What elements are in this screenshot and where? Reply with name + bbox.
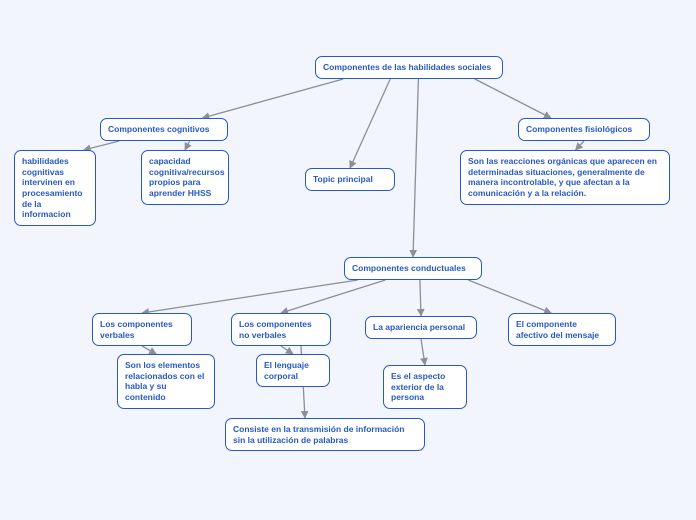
node-verbales[interactable]: Los componentes verbales [92,313,192,346]
edge [413,79,418,257]
node-afectivo[interactable]: El componente afectivo del mensaje [508,313,616,346]
edge [281,346,293,354]
node-conductuales[interactable]: Componentes conductuales [344,257,482,280]
edge [142,280,358,313]
node-label: Componentes cognitivos [108,124,210,134]
edge [576,141,585,150]
edge [350,79,390,168]
node-label: El componente afectivo del mensaje [516,319,599,340]
node-capacidad-cog[interactable]: capacidad cognitiva/recursos propios par… [141,150,229,205]
node-fisiologicos[interactable]: Componentes fisiológicos [518,118,650,141]
edge [475,79,551,118]
node-label: El lenguaje corporal [264,360,309,381]
edge [421,339,425,365]
node-aspecto[interactable]: Es el aspecto exterior de la persona [383,365,467,409]
edge [185,141,190,150]
node-root[interactable]: Componentes de las habilidades sociales [315,56,503,79]
node-lenguaje-corporal[interactable]: El lenguaje corporal [256,354,330,387]
node-label: Los componentes verbales [100,319,173,340]
node-label: Son los elementos relacionados con el ha… [125,360,204,402]
edge [84,141,120,150]
node-label: Topic principal [313,174,373,184]
edge [468,280,551,313]
node-no-verbales-desc[interactable]: Consiste en la transmisión de informació… [225,418,425,451]
node-label: Es el aspecto exterior de la persona [391,371,445,402]
node-habilidades-cog[interactable]: habilidades cognitivas intervinen en pro… [14,150,96,226]
node-apariencia[interactable]: La apariencia personal [365,316,477,339]
edge [420,280,421,316]
node-label: capacidad cognitiva/recursos propios par… [149,156,225,198]
node-label: La apariencia personal [373,322,465,332]
node-label: Los componentes no verbales [239,319,312,340]
node-no-verbales[interactable]: Los componentes no verbales [231,313,331,346]
node-label: Componentes de las habilidades sociales [323,62,491,72]
node-label: Componentes conductuales [352,263,466,273]
edge [142,346,156,354]
node-label: Consiste en la transmisión de informació… [233,424,404,445]
edge [202,79,343,118]
node-label: Son las reacciones orgánicas que aparece… [468,156,657,198]
concept-map-canvas: Componentes de las habilidades sociales … [0,0,696,520]
node-fisiologicos-desc[interactable]: Son las reacciones orgánicas que aparece… [460,150,670,205]
node-verbales-desc[interactable]: Son los elementos relacionados con el ha… [117,354,215,409]
node-cognitivos[interactable]: Componentes cognitivos [100,118,228,141]
node-label: Componentes fisiológicos [526,124,632,134]
node-label: habilidades cognitivas intervinen en pro… [22,156,82,219]
edge [281,280,385,313]
node-topic-principal[interactable]: Topic principal [305,168,395,191]
